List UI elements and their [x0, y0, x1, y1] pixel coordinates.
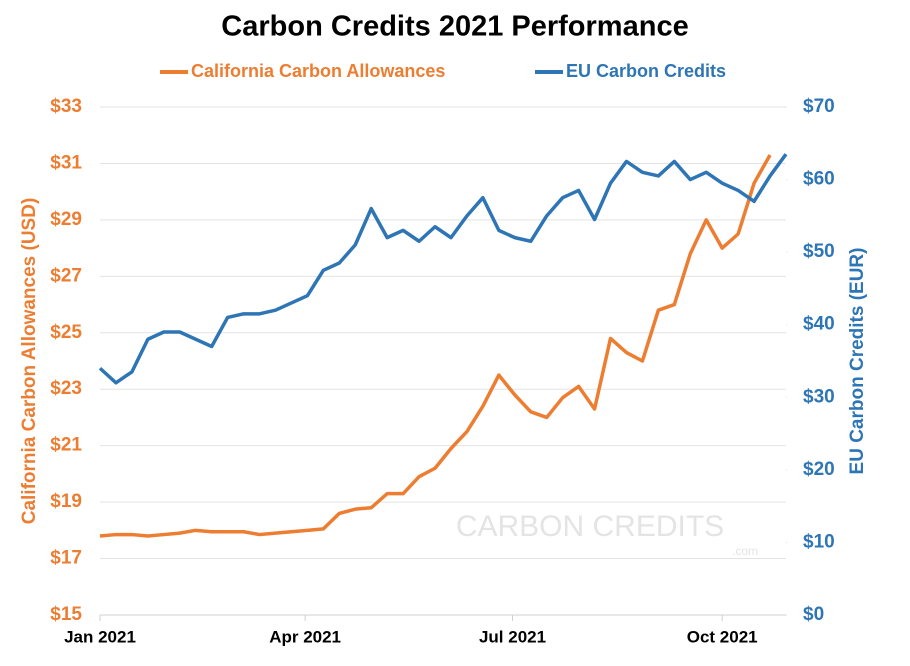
- y-tick-label: $31: [50, 152, 82, 173]
- y-tick-label: $33: [50, 96, 82, 117]
- y2-tick-label: $70: [803, 96, 835, 117]
- y-tick-label: $21: [50, 435, 82, 456]
- watermark: CARBON CREDITS: [456, 510, 724, 543]
- y-axis-label: California Carbon Allowances (USD): [19, 198, 40, 525]
- y-tick-label: $25: [50, 322, 82, 343]
- y-tick-label: $17: [50, 548, 82, 569]
- x-tick-label: Apr 2021: [269, 627, 341, 646]
- y-tick-label: $15: [50, 604, 82, 625]
- y2-tick-label: $30: [803, 386, 835, 407]
- legend-label: EU Carbon Credits: [566, 61, 726, 81]
- series-line: [98, 153, 788, 385]
- y2-tick-label: $0: [803, 604, 824, 625]
- y2-tick-label: $20: [803, 459, 835, 480]
- watermark-sub: .com: [732, 544, 758, 558]
- y2-tick-label: $60: [803, 169, 835, 190]
- y-tick-label: $19: [50, 491, 82, 512]
- y-tick-label: $23: [50, 378, 82, 399]
- y2-tick-label: $40: [803, 314, 835, 335]
- y-tick-label: $29: [50, 209, 82, 230]
- y2-tick-label: $50: [803, 241, 835, 262]
- y2-tick-label: $10: [803, 531, 835, 552]
- chart-title: Carbon Credits 2021 Performance: [221, 11, 688, 43]
- series-line: [99, 154, 772, 538]
- x-tick-label: Jul 2021: [479, 627, 546, 646]
- y-tick-label: $27: [50, 265, 82, 286]
- x-tick-label: Jan 2021: [64, 627, 136, 646]
- y2-axis-label: EU Carbon Credits (EUR): [847, 248, 868, 475]
- legend-label: California Carbon Allowances: [191, 61, 445, 81]
- x-tick-label: Oct 2021: [687, 627, 758, 646]
